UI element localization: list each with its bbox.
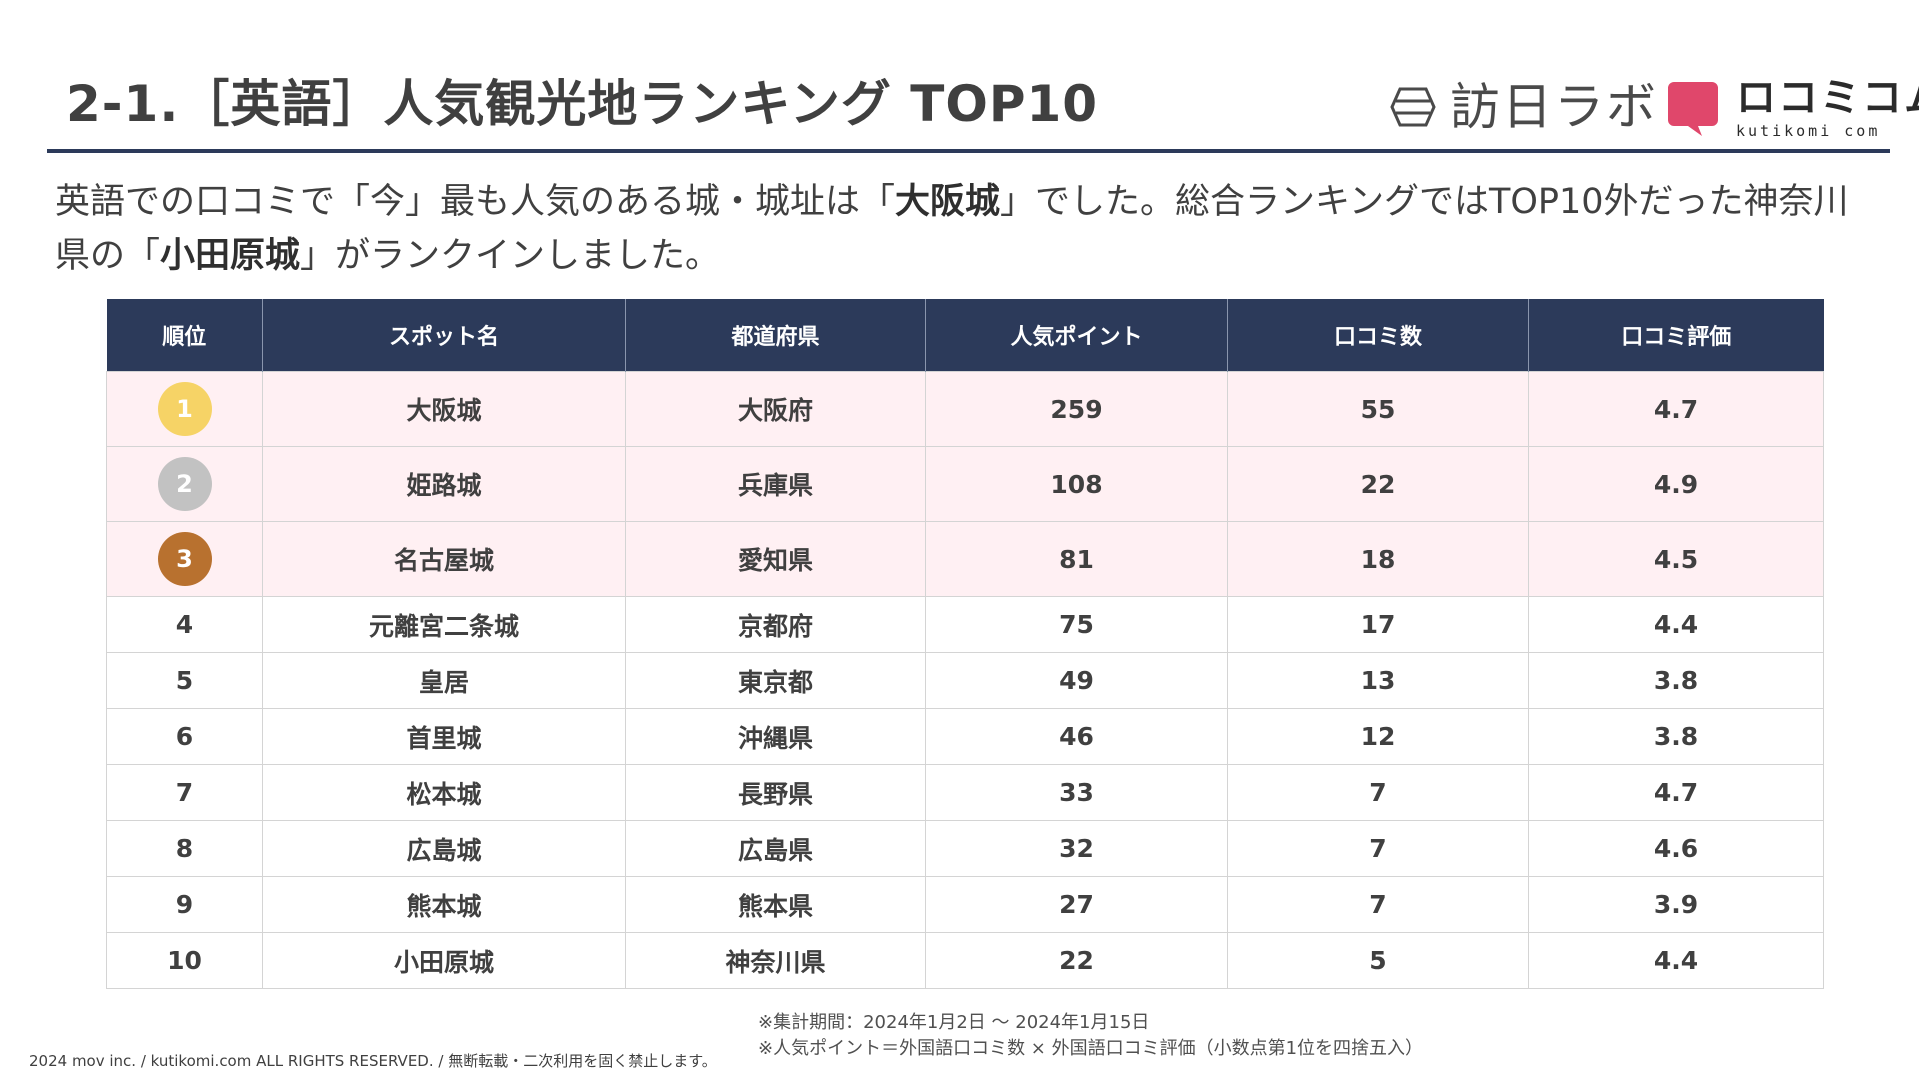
rating-cell: 4.6 bbox=[1528, 820, 1824, 877]
points-cell: 27 bbox=[925, 876, 1228, 933]
reviews-cell: 5 bbox=[1227, 932, 1529, 989]
reviews-cell: 18 bbox=[1227, 521, 1529, 597]
prefecture-cell: 熊本県 bbox=[625, 876, 926, 933]
kutikomi-logo-en: kutikomi com bbox=[1736, 122, 1881, 140]
spot-cell: 元離宮二条城 bbox=[262, 596, 626, 653]
prefecture-cell: 兵庫県 bbox=[625, 446, 926, 522]
rank-cell: 7 bbox=[106, 764, 263, 821]
points-cell: 75 bbox=[925, 596, 1228, 653]
title-divider bbox=[47, 149, 1890, 153]
prefecture-cell: 愛知県 bbox=[625, 521, 926, 597]
table-row: 4 元離宮二条城 京都府 75 17 4.4 bbox=[106, 596, 1824, 653]
bronze-medal-badge: 3 bbox=[157, 532, 212, 586]
rank-cell: 10 bbox=[106, 932, 263, 989]
spot-cell: 姫路城 bbox=[262, 446, 626, 522]
speech-bubble-icon bbox=[1668, 82, 1718, 136]
houjitsu-labo-logo: 訪日ラボ bbox=[1390, 82, 1658, 132]
spot-cell: 松本城 bbox=[262, 764, 626, 821]
prefecture-cell: 京都府 bbox=[625, 596, 926, 653]
prefecture-cell: 神奈川県 bbox=[625, 932, 926, 989]
table-row: 10 小田原城 神奈川県 22 5 4.4 bbox=[106, 932, 1824, 989]
spot-cell: 皇居 bbox=[262, 652, 626, 709]
silver-medal-badge: 2 bbox=[157, 457, 212, 511]
hexagon-logo-icon bbox=[1390, 87, 1436, 127]
prefecture-cell: 東京都 bbox=[625, 652, 926, 709]
points-cell: 46 bbox=[925, 708, 1228, 765]
table-row: 6 首里城 沖縄県 46 12 3.8 bbox=[106, 708, 1824, 765]
rank-cell: 9 bbox=[106, 876, 263, 933]
reviews-cell: 22 bbox=[1227, 446, 1529, 522]
header-rank: 順位 bbox=[106, 299, 263, 372]
rank-cell: 8 bbox=[106, 820, 263, 877]
rank-cell: 6 bbox=[106, 708, 263, 765]
rating-cell: 4.4 bbox=[1528, 596, 1824, 653]
reviews-cell: 17 bbox=[1227, 596, 1529, 653]
rating-cell: 4.5 bbox=[1528, 521, 1824, 597]
spot-cell: 広島城 bbox=[262, 820, 626, 877]
period-note: ※集計期間：2024年1月2日 〜 2024年1月15日 bbox=[758, 1012, 1150, 1033]
rating-cell: 4.7 bbox=[1528, 371, 1824, 447]
table-row: 5 皇居 東京都 49 13 3.8 bbox=[106, 652, 1824, 709]
points-cell: 49 bbox=[925, 652, 1228, 709]
prefecture-cell: 大阪府 bbox=[625, 371, 926, 447]
spot-cell: 大阪城 bbox=[262, 371, 626, 447]
header-rating: 口コミ評価 bbox=[1528, 299, 1824, 372]
rating-cell: 4.9 bbox=[1528, 446, 1824, 522]
lead-part2: 」でした。総合ランキングではTOP10外だった神奈川県の「 bbox=[55, 182, 1849, 276]
footnotes: ※集計期間：2024年1月2日 〜 2024年1月15日 ※人気ポイント＝外国語… bbox=[758, 1010, 1423, 1062]
gold-medal-badge: 1 bbox=[157, 382, 212, 436]
spot-cell: 名古屋城 bbox=[262, 521, 626, 597]
rank-cell: 5 bbox=[106, 652, 263, 709]
reviews-cell: 7 bbox=[1227, 820, 1529, 877]
reviews-cell: 13 bbox=[1227, 652, 1529, 709]
lead-highlight-osaka: 大阪城 bbox=[895, 182, 1001, 222]
spot-cell: 首里城 bbox=[262, 708, 626, 765]
page-title: 2-1.［英語］人気観光地ランキング TOP10 bbox=[66, 75, 1099, 133]
ranking-table: 順位 スポット名 都道府県 人気ポイント 口コミ数 口コミ評価 1 大阪城 大阪… bbox=[106, 299, 1824, 989]
points-cell: 33 bbox=[925, 764, 1228, 821]
header-points: 人気ポイント bbox=[925, 299, 1228, 372]
table-row: 1 大阪城 大阪府 259 55 4.7 bbox=[106, 371, 1824, 447]
copyright-text: 2024 mov inc. / kutikomi.com ALL RIGHTS … bbox=[29, 1052, 717, 1070]
table-row: 7 松本城 長野県 33 7 4.7 bbox=[106, 764, 1824, 821]
table-header-row: 順位 スポット名 都道府県 人気ポイント 口コミ数 口コミ評価 bbox=[106, 299, 1824, 372]
rating-cell: 4.7 bbox=[1528, 764, 1824, 821]
houjitsu-labo-logo-text: 訪日ラボ bbox=[1450, 78, 1658, 136]
reviews-cell: 55 bbox=[1227, 371, 1529, 447]
reviews-cell: 7 bbox=[1227, 764, 1529, 821]
points-cell: 22 bbox=[925, 932, 1228, 989]
lead-part1: 英語での口コミで「今」最も人気のある城・城址は「 bbox=[55, 182, 896, 222]
table-row: 2 姫路城 兵庫県 108 22 4.9 bbox=[106, 446, 1824, 522]
kutikomi-com-logo: ロコミコム kutikomi com bbox=[1668, 78, 1919, 140]
prefecture-cell: 沖縄県 bbox=[625, 708, 926, 765]
kutikomi-logo-jp: ロコミコム bbox=[1736, 75, 1919, 121]
reviews-cell: 7 bbox=[1227, 876, 1529, 933]
table-row: 9 熊本城 熊本県 27 7 3.9 bbox=[106, 876, 1824, 933]
spot-cell: 熊本城 bbox=[262, 876, 626, 933]
formula-note: ※人気ポイント＝外国語口コミ数 × 外国語口コミ評価（小数点第1位を四捨五入） bbox=[758, 1038, 1424, 1059]
prefecture-cell: 広島県 bbox=[625, 820, 926, 877]
table-row: 3 名古屋城 愛知県 81 18 4.5 bbox=[106, 521, 1824, 597]
rating-cell: 4.4 bbox=[1528, 932, 1824, 989]
lead-part3: 」がランクインしました。 bbox=[300, 236, 721, 276]
header-reviews: 口コミ数 bbox=[1227, 299, 1529, 372]
points-cell: 259 bbox=[925, 371, 1228, 447]
header-prefecture: 都道府県 bbox=[625, 299, 926, 372]
prefecture-cell: 長野県 bbox=[625, 764, 926, 821]
spot-cell: 小田原城 bbox=[262, 932, 626, 989]
header-spot: スポット名 bbox=[262, 299, 626, 372]
lead-text: 英語での口コミで「今」最も人気のある城・城址は「大阪城」でした。総合ランキングで… bbox=[55, 175, 1855, 283]
rating-cell: 3.8 bbox=[1528, 652, 1824, 709]
reviews-cell: 12 bbox=[1227, 708, 1529, 765]
table-row: 8 広島城 広島県 32 7 4.6 bbox=[106, 820, 1824, 877]
rank-cell: 4 bbox=[106, 596, 263, 653]
rating-cell: 3.8 bbox=[1528, 708, 1824, 765]
points-cell: 81 bbox=[925, 521, 1228, 597]
rating-cell: 3.9 bbox=[1528, 876, 1824, 933]
points-cell: 32 bbox=[925, 820, 1228, 877]
lead-highlight-odawara: 小田原城 bbox=[160, 236, 301, 276]
points-cell: 108 bbox=[925, 446, 1228, 522]
